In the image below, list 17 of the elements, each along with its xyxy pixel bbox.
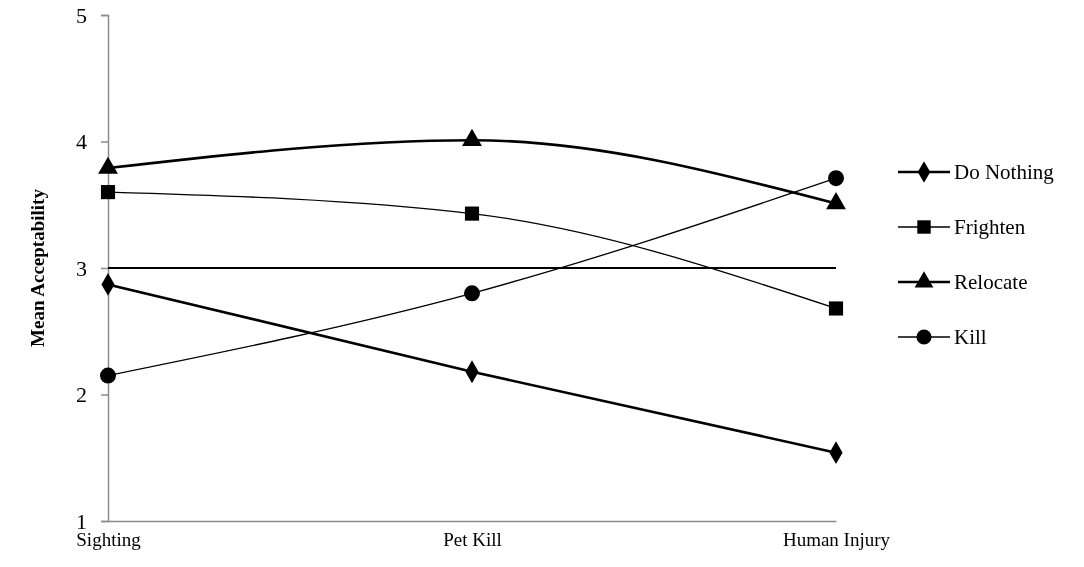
point <box>828 301 844 316</box>
point <box>464 206 480 221</box>
legend-label: Do Nothing <box>954 160 1055 184</box>
y-tick-label: 3 <box>76 255 87 281</box>
legend-label: Kill <box>954 325 987 349</box>
x-tick-label: Pet Kill <box>443 529 502 551</box>
point <box>464 285 480 302</box>
y-tick-label: 5 <box>76 2 87 28</box>
point <box>100 367 116 384</box>
y-tick-label: 2 <box>76 382 87 408</box>
y-axis-title: Mean Acceptability <box>27 188 48 347</box>
y-tick-label: 4 <box>76 129 87 155</box>
point <box>828 170 844 187</box>
legend-label: Frighten <box>954 215 1026 239</box>
x-tick-label: Human Injury <box>782 529 891 551</box>
point <box>100 185 116 200</box>
legend-label: Relocate <box>954 270 1028 294</box>
